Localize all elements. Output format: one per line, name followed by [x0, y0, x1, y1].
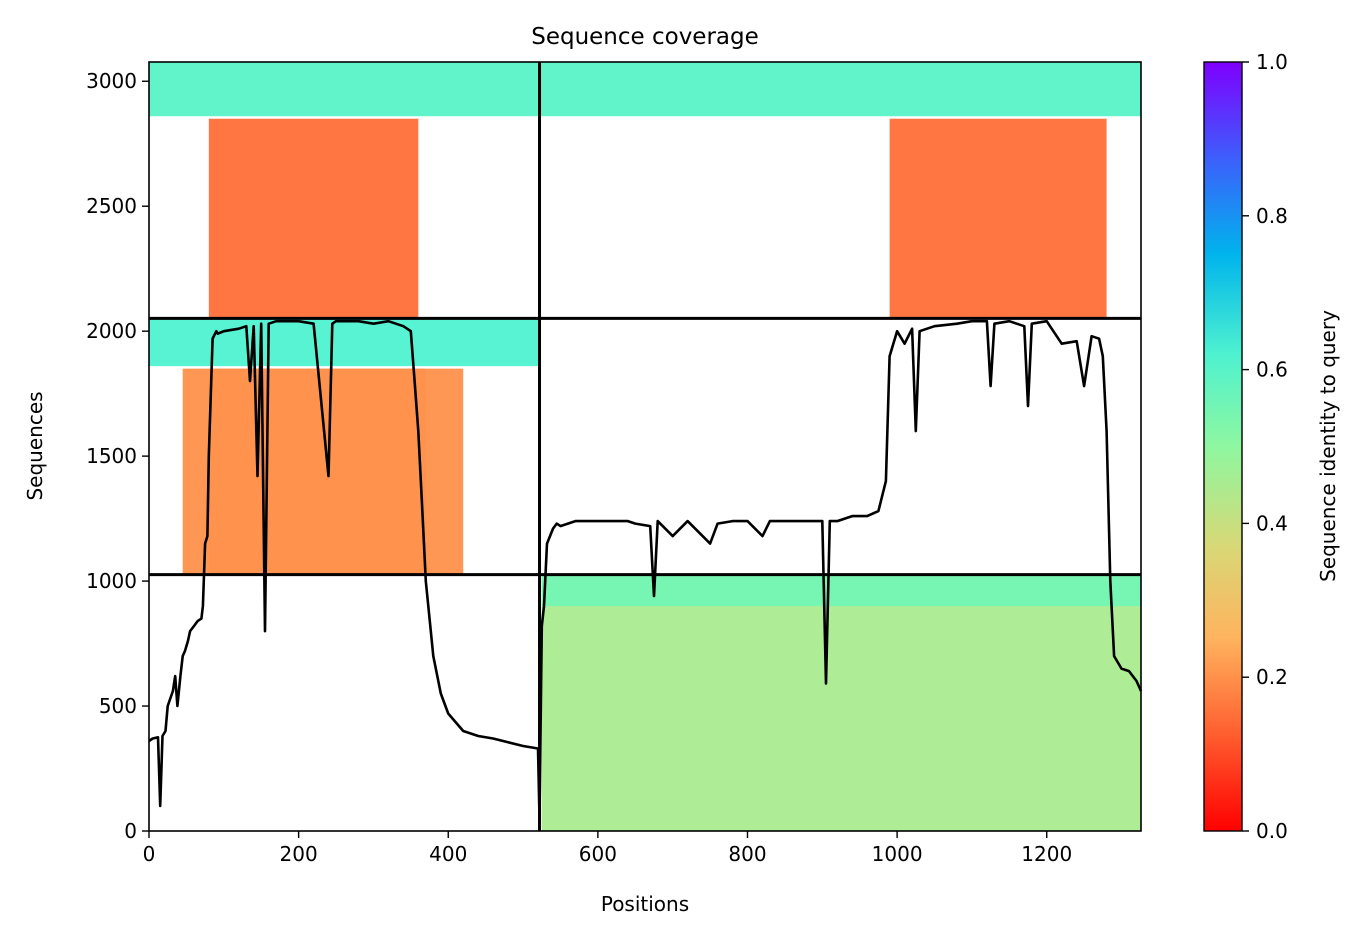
x-tick-label: 800 — [728, 842, 766, 866]
msa-heatmap — [149, 62, 1141, 831]
colorbar-tick-label: 0.2 — [1256, 665, 1288, 689]
y-tick-label: 1500 — [86, 444, 137, 468]
y-tick-label: 0 — [124, 819, 137, 843]
msa-block-1 — [541, 576, 1141, 607]
x-axis-label: Positions — [601, 892, 689, 916]
msa-block-7 — [149, 62, 1141, 117]
coverage-line — [148, 319, 1143, 820]
y-tick-label: 1000 — [86, 569, 137, 593]
colorbar-tick-label: 0.0 — [1256, 819, 1288, 843]
y-tick-label: 500 — [99, 694, 137, 718]
colorbar-tick-label: 1.0 — [1256, 50, 1288, 74]
x-tick-label: 400 — [429, 842, 467, 866]
x-tick-label: 0 — [143, 842, 156, 866]
y-tick-label: 2500 — [86, 194, 137, 218]
msa-block-0 — [541, 576, 1141, 831]
y-tick-label: 3000 — [86, 69, 137, 93]
colorbar-tick-label: 0.6 — [1256, 358, 1288, 382]
plot-area — [148, 61, 1143, 832]
x-tick-label: 1000 — [872, 842, 923, 866]
msa-block-6 — [889, 118, 1107, 318]
colorbar-label: Sequence identity to query — [1316, 310, 1340, 582]
chain-boundaries — [149, 62, 1141, 831]
msa-block-4 — [149, 318, 540, 367]
x-tick-label: 600 — [579, 842, 617, 866]
x-tick-label: 1200 — [1021, 842, 1072, 866]
colorbar-tick-label: 0.8 — [1256, 204, 1288, 228]
colorbar: 0.0 0.2 0.4 0.6 0.8 1.0 Sequence identity to … — [1203, 50, 1340, 843]
plot-frame — [148, 61, 1142, 832]
y-axis-label: Sequences — [23, 391, 47, 500]
y-axis: 0 500 1000 1500 2000 2500 3000 — [86, 69, 149, 843]
colorbar-tick-label: 0.4 — [1256, 511, 1288, 535]
msa-block-5 — [208, 118, 419, 318]
colorbar-gradient — [1203, 61, 1243, 832]
chart-title: Sequence coverage — [531, 24, 759, 50]
x-tick-label: 200 — [280, 842, 318, 866]
x-axis: 0 200 400 600 800 1000 1200 — [143, 831, 1072, 866]
colorbar-ticks: 0.0 0.2 0.4 0.6 0.8 1.0 — [1242, 50, 1288, 843]
y-tick-label: 2000 — [86, 319, 137, 343]
